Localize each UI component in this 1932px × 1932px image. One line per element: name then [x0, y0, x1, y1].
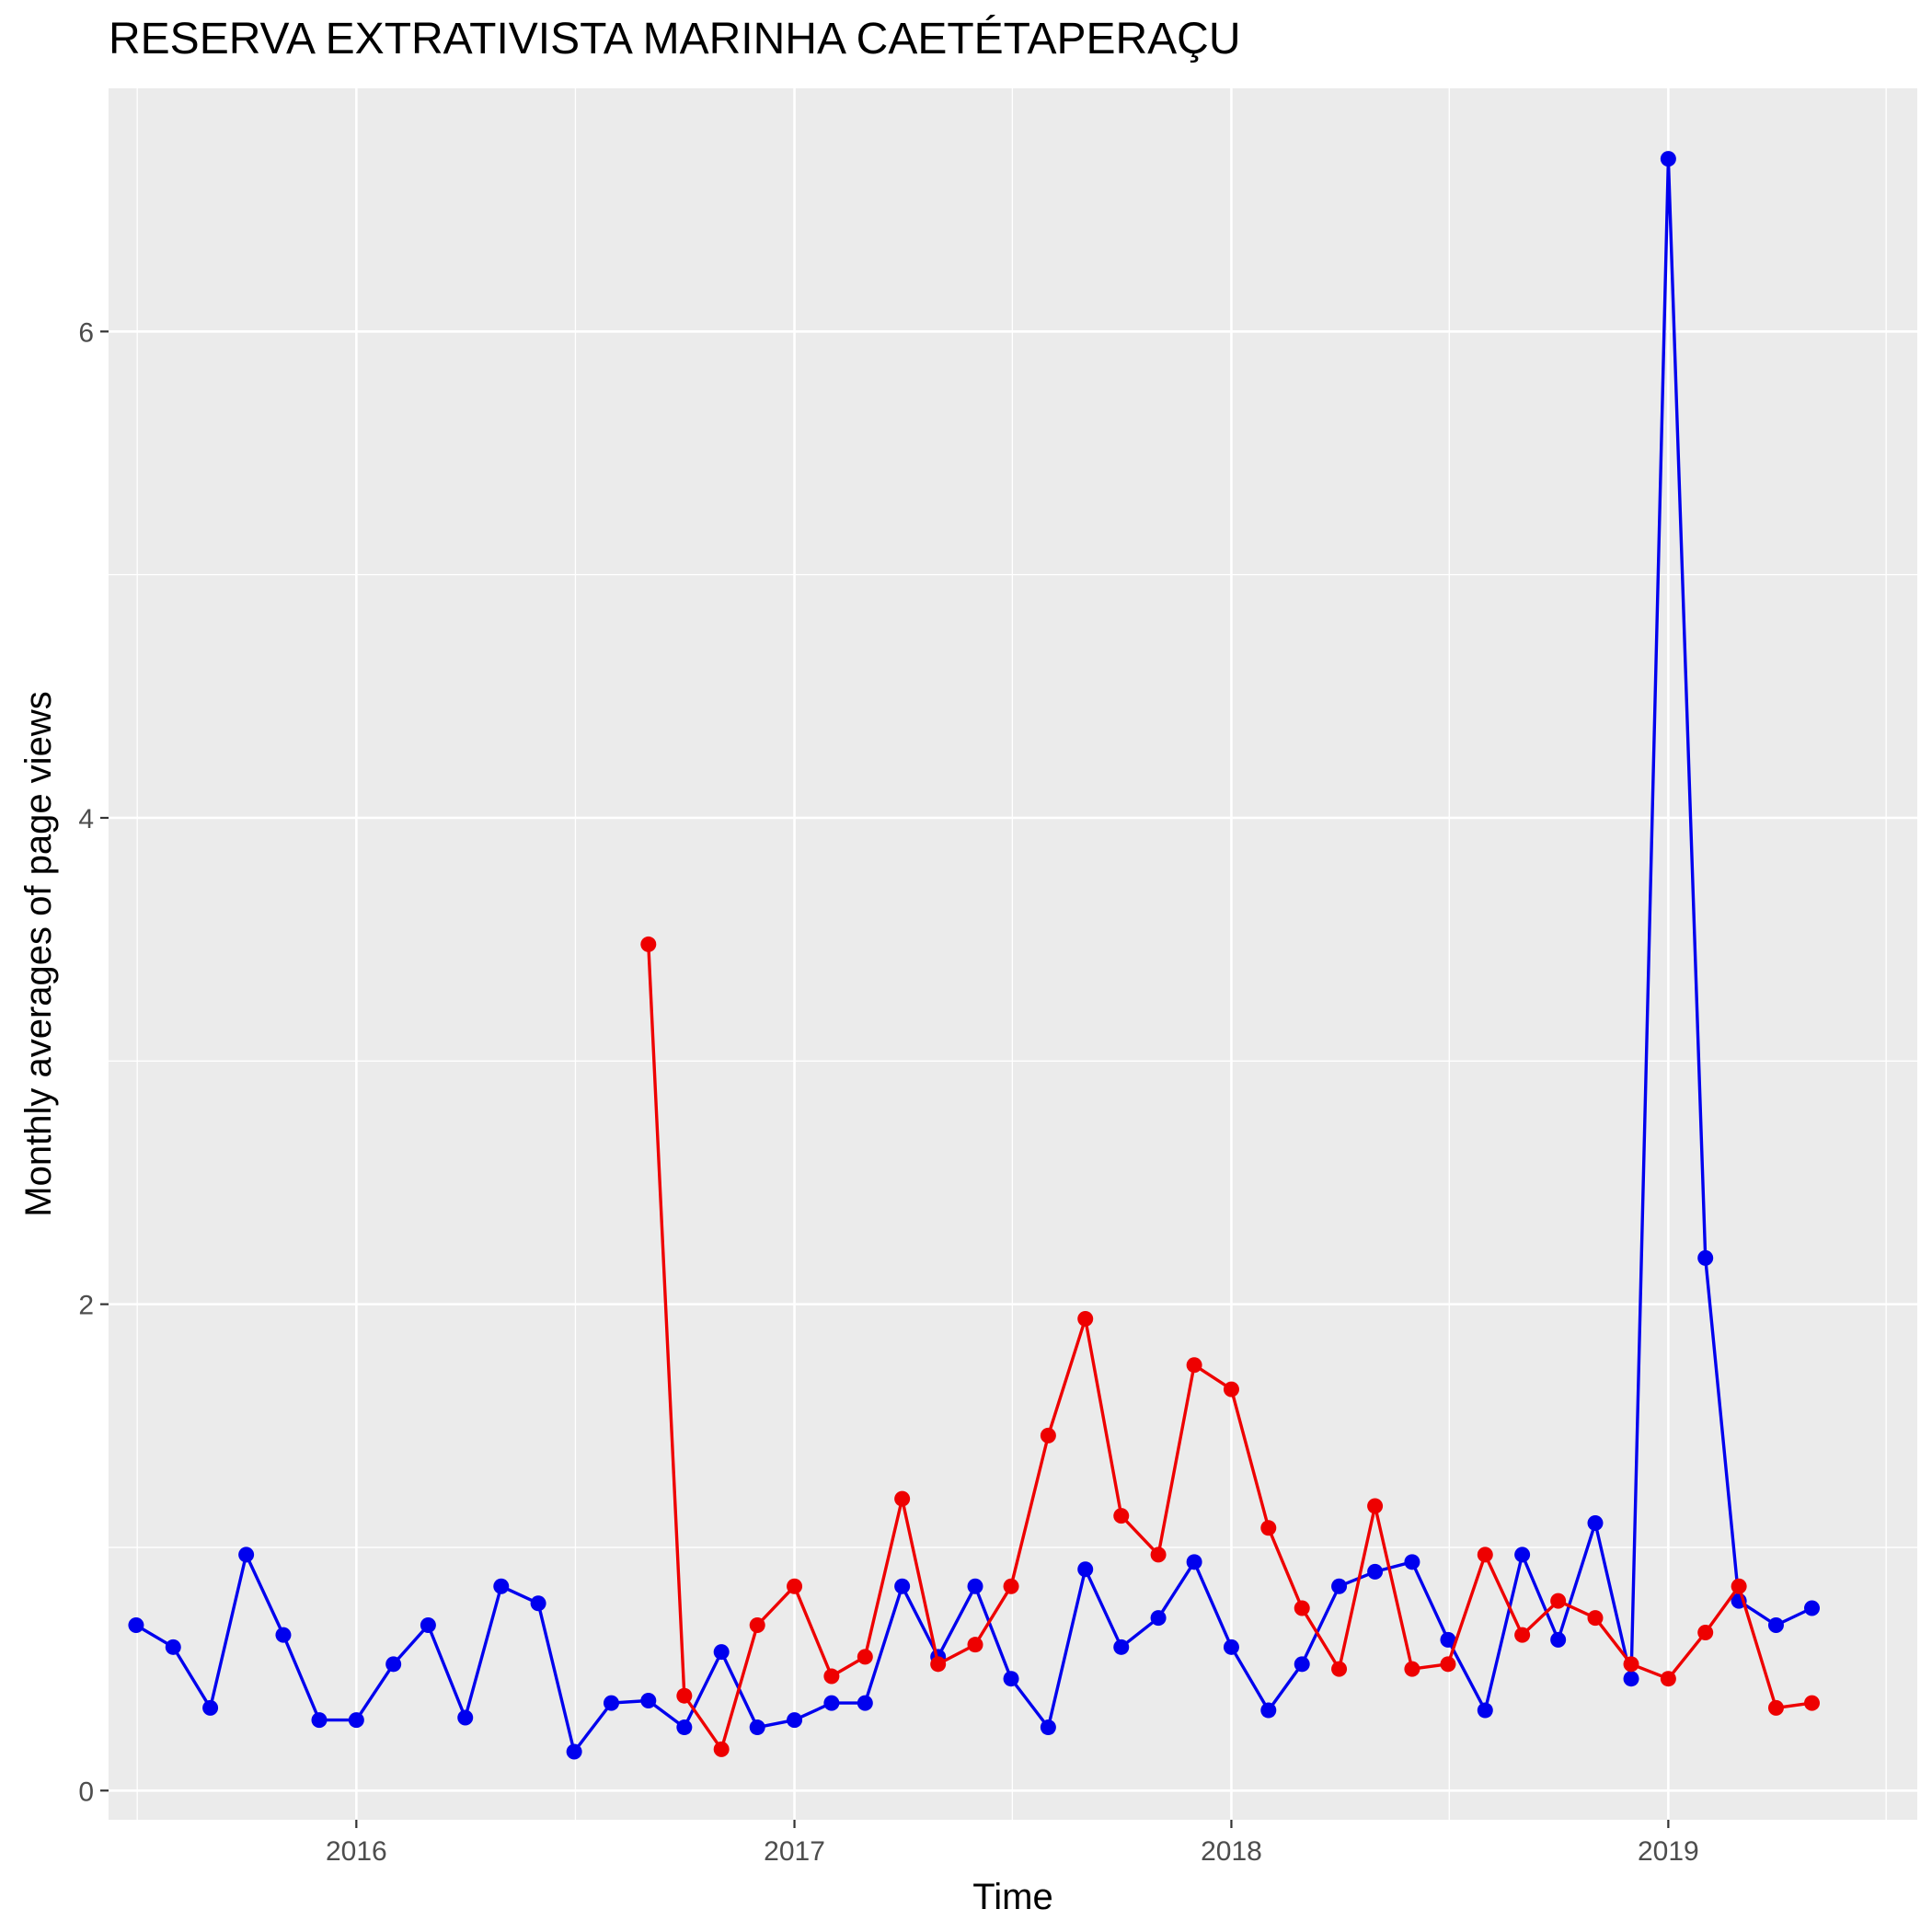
- series-1-point: [128, 1617, 144, 1634]
- y-tick-label: 4: [78, 804, 94, 834]
- y-axis-title: Monthly averages of page views: [18, 691, 59, 1216]
- series-1-point: [1113, 1639, 1130, 1655]
- series-1-point: [749, 1719, 765, 1736]
- y-tick-label: 2: [78, 1291, 94, 1321]
- plot-panel: [109, 88, 1917, 1820]
- series-2-point: [676, 1687, 693, 1704]
- series-1-point: [311, 1712, 328, 1729]
- series-2-point: [930, 1656, 947, 1673]
- y-tick-labels: 0 2 4 6: [78, 317, 94, 1807]
- series-1-point: [457, 1709, 474, 1726]
- major-gridlines: [109, 88, 1917, 1820]
- x-tick-label: 2018: [1201, 1836, 1262, 1867]
- minor-gridlines: [109, 88, 1917, 1820]
- axis-ticks: [100, 330, 1670, 1828]
- series-1-point: [530, 1595, 546, 1612]
- series-1-point: [1003, 1671, 1019, 1687]
- y-tick-label: 0: [78, 1777, 94, 1807]
- series-2-point: [1660, 1671, 1676, 1687]
- series-1-point: [420, 1617, 436, 1634]
- series-1-point: [348, 1712, 364, 1729]
- series-2-point: [1077, 1310, 1094, 1327]
- series-1-point: [1331, 1578, 1348, 1594]
- series-1-point: [787, 1712, 803, 1729]
- series-2-point: [1767, 1699, 1784, 1716]
- series-2-point: [640, 936, 657, 952]
- series-2-point: [894, 1490, 911, 1507]
- series-1-point: [603, 1695, 619, 1711]
- series-2-point: [1514, 1627, 1531, 1643]
- series-2-point: [1477, 1547, 1493, 1563]
- series-2-point: [1260, 1520, 1277, 1536]
- x-tick-label: 2016: [326, 1836, 387, 1867]
- series-2-point: [823, 1668, 840, 1685]
- x-tick-label: 2017: [764, 1836, 825, 1867]
- series-1-point: [1550, 1631, 1567, 1648]
- series-2-point: [1113, 1508, 1130, 1524]
- series-1-point: [493, 1578, 510, 1594]
- series-1-point: [202, 1699, 219, 1716]
- series-1-point: [713, 1644, 730, 1661]
- series-2-point: [1150, 1547, 1167, 1563]
- series-1-point: [1804, 1600, 1821, 1616]
- series-2-point: [1587, 1610, 1604, 1627]
- series-1-point: [238, 1547, 255, 1563]
- series-1-point: [967, 1578, 983, 1594]
- series-1-point: [894, 1578, 911, 1594]
- x-axis-title: Time: [972, 1877, 1052, 1917]
- chart-title: RESERVA EXTRATIVISTA MARINHA CAETÉTAPERA…: [109, 15, 1241, 63]
- series-2-point: [1404, 1661, 1420, 1677]
- x-tick-label: 2019: [1638, 1836, 1699, 1867]
- series-1-point: [823, 1695, 840, 1711]
- series-1-point: [1260, 1702, 1277, 1719]
- series-2-point: [1186, 1357, 1202, 1374]
- series-2-point: [1003, 1578, 1019, 1594]
- series-1-point: [676, 1719, 693, 1736]
- series-1-point: [1477, 1702, 1493, 1719]
- series-1-point: [566, 1743, 582, 1760]
- series-2-point: [713, 1741, 730, 1757]
- series-1-point: [275, 1627, 292, 1643]
- series-2-point: [857, 1649, 873, 1665]
- series-2-point: [787, 1578, 803, 1594]
- series-1-point: [640, 1692, 657, 1708]
- series-1-point: [1660, 151, 1676, 167]
- series-layer: [128, 151, 1821, 1760]
- series-1-point: [1623, 1671, 1639, 1687]
- series-1-point: [1697, 1249, 1714, 1266]
- series-2-point: [1697, 1624, 1714, 1640]
- series-1-point: [1294, 1656, 1310, 1673]
- series-2-point: [1223, 1381, 1239, 1397]
- series-2-point: [1040, 1427, 1056, 1443]
- series-1-point: [857, 1695, 873, 1711]
- y-tick-label: 6: [78, 317, 94, 348]
- series-2-point: [1550, 1593, 1567, 1609]
- series-2-point: [1367, 1498, 1384, 1514]
- series-1-point: [1077, 1561, 1094, 1578]
- series-1-point: [1223, 1639, 1239, 1655]
- series-1-point: [1150, 1610, 1167, 1627]
- series-1-point: [1440, 1631, 1456, 1648]
- series-1-point: [1040, 1719, 1056, 1736]
- series-2-point: [967, 1637, 983, 1653]
- series-1-point: [1587, 1515, 1604, 1532]
- series-2-point: [1804, 1695, 1821, 1711]
- series-1-point: [1514, 1547, 1531, 1563]
- series-1-point: [1186, 1554, 1202, 1570]
- series-2-point: [1331, 1661, 1348, 1677]
- series-1-point: [1367, 1563, 1384, 1580]
- series-2-point: [1623, 1656, 1639, 1673]
- series-1-point: [165, 1639, 181, 1655]
- series-1-point: [1767, 1617, 1784, 1634]
- series-1-point: [1404, 1554, 1420, 1570]
- series-1-point: [385, 1656, 402, 1673]
- x-tick-labels: 2016 2017 2018 2019: [326, 1836, 1699, 1867]
- series-2-point: [1440, 1656, 1456, 1673]
- series-2-point: [1294, 1600, 1310, 1616]
- series-2-point: [749, 1617, 765, 1634]
- series-2-point: [1731, 1578, 1747, 1594]
